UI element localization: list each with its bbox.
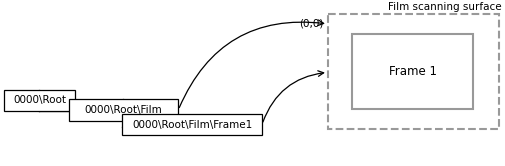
Bar (4, 90, 75, 111)
Text: (0,0): (0,0) (299, 19, 323, 29)
Text: 0000\Root\Film\Frame1: 0000\Root\Film\Frame1 (132, 120, 252, 130)
Text: Film scanning surface: Film scanning surface (387, 2, 500, 12)
Text: 0000\Root\Film: 0000\Root\Film (84, 105, 162, 115)
Bar (68, 99, 178, 121)
Bar (351, 34, 473, 109)
Text: 0000\Root: 0000\Root (13, 95, 66, 105)
Text: Frame 1: Frame 1 (388, 65, 436, 78)
Bar (327, 14, 498, 128)
Bar (122, 114, 262, 135)
